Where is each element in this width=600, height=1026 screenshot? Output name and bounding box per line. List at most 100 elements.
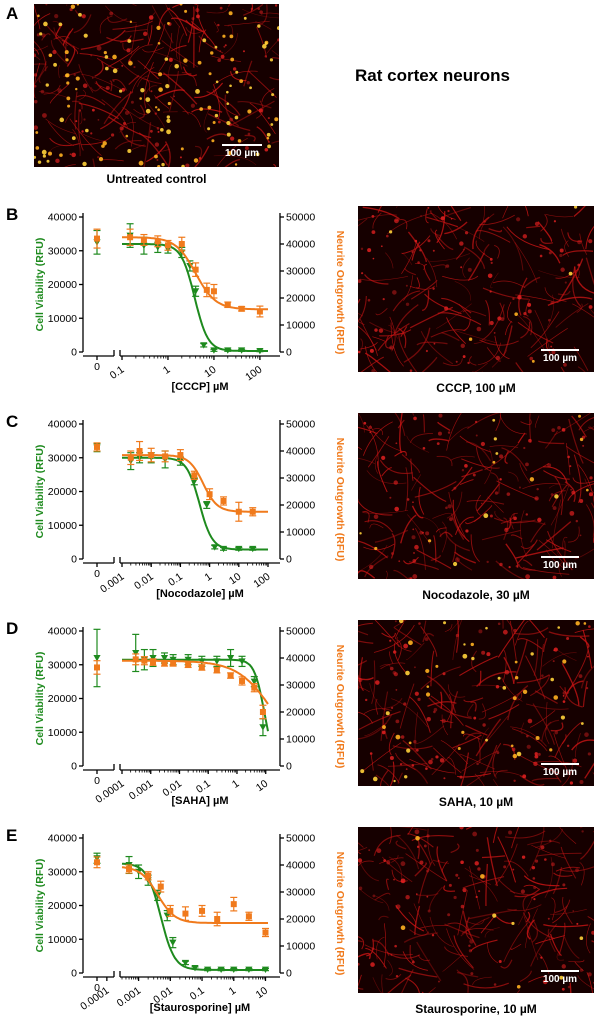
y-left-tick-label: 30000 xyxy=(48,866,77,878)
data-point-neurite xyxy=(251,684,258,691)
x-tick-label: 0.01 xyxy=(132,571,156,593)
x-tick-label: 10 xyxy=(227,571,244,588)
panel-letter-e: E xyxy=(6,826,18,845)
y-right-tick-label: 50000 xyxy=(286,833,315,845)
data-point-viability xyxy=(191,964,199,972)
y-axis-right-label: Neurite Outgrowth (RFU) xyxy=(334,438,346,562)
data-point-viability xyxy=(169,939,177,947)
y-right-tick-label: 10000 xyxy=(286,734,315,746)
x-tick-label: 0 xyxy=(94,361,100,373)
data-point-neurite xyxy=(249,508,256,515)
data-point-neurite xyxy=(224,301,231,308)
x-tick-label: 0 xyxy=(94,568,100,580)
data-point-viability xyxy=(132,649,140,657)
data-point-neurite xyxy=(167,907,174,914)
y-right-tick-label: 20000 xyxy=(286,914,315,926)
data-point-neurite xyxy=(182,910,189,917)
data-point-neurite xyxy=(132,656,139,663)
data-point-neurite xyxy=(154,238,161,245)
data-point-neurite xyxy=(161,660,168,667)
y-left-tick-label: 30000 xyxy=(48,452,77,464)
data-point-viability xyxy=(192,288,200,295)
y-axis-left-label: Cell Viability (RFU) xyxy=(34,238,46,332)
data-point-viability xyxy=(224,347,232,354)
x-tick-label: 1 xyxy=(202,571,214,584)
y-left-tick-label: 0 xyxy=(71,554,77,566)
y-axis-right-label: Neurite Outgrowth (RFU) xyxy=(334,645,346,769)
data-point-neurite xyxy=(94,859,100,866)
data-point-viability xyxy=(230,966,238,974)
data-point-neurite xyxy=(94,235,100,242)
y-right-tick-label: 50000 xyxy=(286,626,315,638)
x-tick-label: 0 xyxy=(94,982,100,994)
y-left-tick-label: 40000 xyxy=(48,212,77,224)
y-right-tick-label: 50000 xyxy=(286,419,315,431)
scale-bar-label: 100 µm xyxy=(542,560,578,571)
y-left-tick-label: 20000 xyxy=(48,279,77,291)
data-point-neurite xyxy=(239,677,246,684)
y-right-tick-label: 40000 xyxy=(286,860,315,872)
y-axis-right-label: Neurite Outgrowth (RFU) xyxy=(334,231,346,355)
micrograph-c: 100 µm xyxy=(358,413,594,579)
data-point-viability xyxy=(256,347,264,355)
y-left-tick-label: 40000 xyxy=(48,626,77,638)
scale-bar-label: 100 µm xyxy=(224,148,260,159)
data-point-neurite xyxy=(178,241,185,247)
data-point-neurite xyxy=(148,452,155,459)
y-left-tick-label: 20000 xyxy=(48,900,77,912)
y-axis-left-label: Cell Viability (RFU) xyxy=(34,652,46,746)
data-point-neurite xyxy=(238,305,245,312)
y-right-tick-label: 10000 xyxy=(286,941,315,953)
scale-bar-label: 100 µm xyxy=(542,353,578,364)
x-tick-label: 100 xyxy=(243,364,264,384)
data-point-viability xyxy=(169,656,177,664)
figure-title: Rat cortex neurons xyxy=(355,66,510,85)
micrograph-d: 100 µm xyxy=(358,620,594,786)
scale-bar: 100 µm xyxy=(219,144,265,159)
fit-curve-viability xyxy=(122,658,269,732)
data-point-viability xyxy=(227,655,235,662)
data-point-neurite xyxy=(198,664,205,671)
data-point-neurite xyxy=(220,497,227,504)
fit-curve-neurite xyxy=(122,454,268,513)
x-tick-label: 1 xyxy=(230,778,242,791)
data-point-viability xyxy=(249,545,257,553)
data-point-neurite xyxy=(210,288,217,295)
data-point-viability xyxy=(160,655,169,662)
data-point-viability xyxy=(211,544,219,551)
y-left-tick-label: 20000 xyxy=(48,693,77,705)
y-left-tick-label: 20000 xyxy=(48,486,77,498)
y-right-tick-label: 40000 xyxy=(286,653,315,665)
chart-d: 0 10000 20000 30000 40000 0 10000 20000 30000 400… xyxy=(0,619,350,819)
data-point-viability xyxy=(154,244,162,251)
chart-e: 0 10000 20000 30000 40000 0 10000 20000 30000 400… xyxy=(0,826,350,1026)
x-tick-label: 10 xyxy=(254,985,271,1002)
data-point-neurite xyxy=(230,901,237,908)
data-point-viability xyxy=(235,545,243,553)
data-point-neurite xyxy=(127,454,134,461)
data-point-viability xyxy=(190,478,198,485)
scale-bar: 100 µm xyxy=(538,970,582,985)
y-right-tick-label: 30000 xyxy=(286,473,315,485)
data-point-neurite xyxy=(227,672,234,679)
data-point-neurite xyxy=(170,660,177,667)
x-axis-label: [Nocodazole] µM xyxy=(156,588,244,600)
data-point-neurite xyxy=(256,308,263,315)
y-right-tick-label: 10000 xyxy=(286,320,315,332)
data-point-neurite xyxy=(245,913,252,920)
x-tick-label: 0.001 xyxy=(115,985,144,1010)
data-point-neurite xyxy=(141,657,148,664)
data-point-neurite xyxy=(94,664,100,671)
y-left-tick-label: 10000 xyxy=(48,934,77,946)
data-point-viability xyxy=(219,545,228,553)
data-point-neurite xyxy=(157,883,164,890)
panel-letter-c: C xyxy=(6,412,19,431)
caption-c: Nocodazole, 30 µM xyxy=(422,588,530,602)
x-tick-label: 1 xyxy=(161,364,173,377)
fit-curve-viability xyxy=(122,456,268,551)
data-point-neurite xyxy=(185,661,192,668)
data-point-viability xyxy=(176,458,184,465)
data-point-neurite xyxy=(145,872,152,879)
x-tick-label: 10 xyxy=(254,778,271,795)
x-tick-label: 0.1 xyxy=(194,778,213,796)
